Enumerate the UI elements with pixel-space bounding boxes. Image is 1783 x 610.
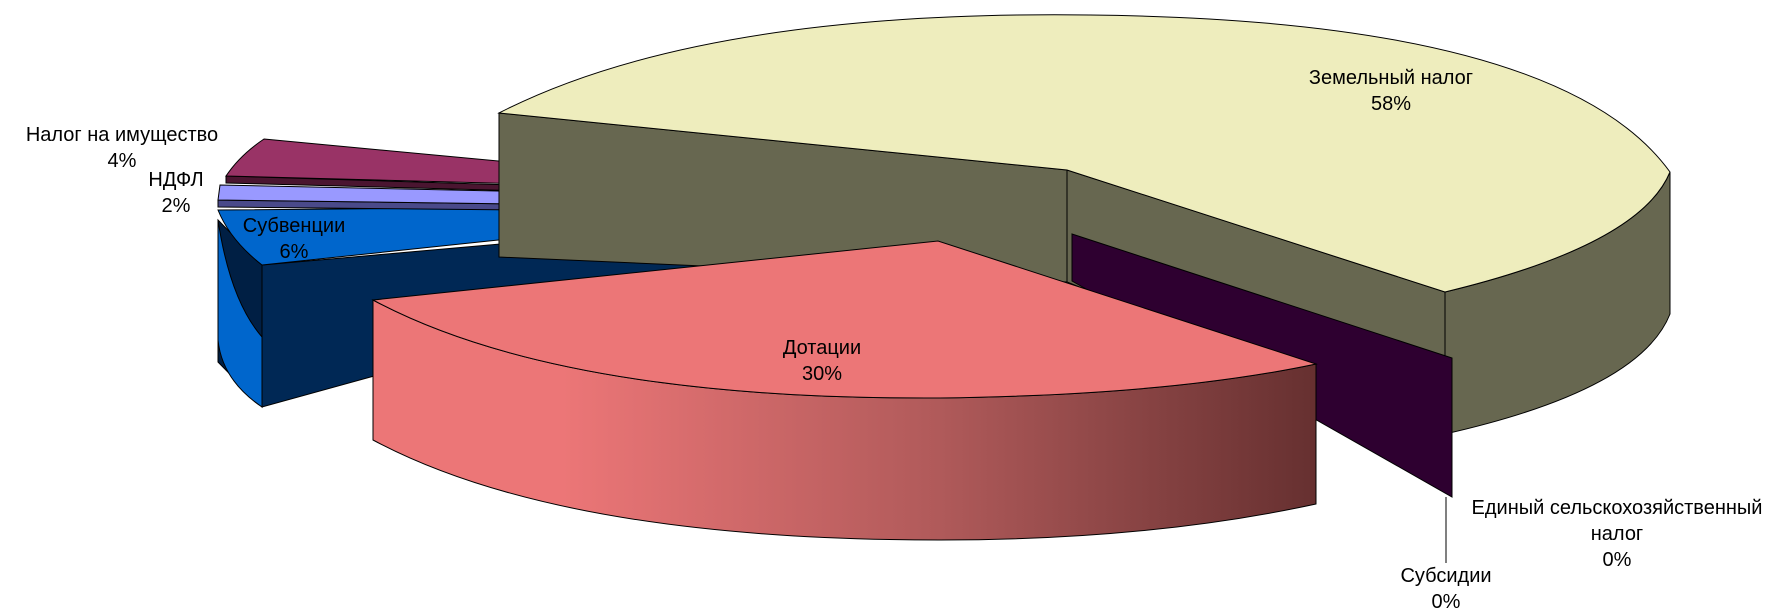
ndfl-label: НДФЛ [148,169,203,191]
slice-label-ndfl: НДФЛ 2% [148,169,203,217]
pie-slice-dotations [371,240,1318,541]
dotations-value: 30% [802,363,842,385]
slice-label-subsidies: Субсидии 0% [1400,565,1491,610]
slice-label-land-tax: Земельный налог 58% [1309,67,1473,115]
subventions-label: Субвенции [243,215,346,237]
dotations-label: Дотации [783,337,861,359]
dotations-top [371,240,1318,399]
slice-label-dotations: Дотации 30% [783,337,861,385]
unified-agri-tax-value: 0% [1603,549,1632,571]
subsidies-label: Субсидии [1400,565,1491,587]
slice-label-property-tax: Налог на имущество 4% [26,124,218,172]
land-tax-value: 58% [1371,93,1411,115]
unified-agri-tax-label-line2: налог [1591,523,1643,545]
slice-label-unified-agri-tax: Единый сельскохозяйственный налог 0% [1472,497,1763,571]
land-tax-label: Земельный налог [1309,67,1473,89]
subventions-value: 6% [280,241,309,263]
subsidies-value: 0% [1432,591,1461,610]
subventions-outer-wall [217,219,263,408]
property-tax-label: Налог на имущество [26,124,218,146]
land-tax-top [497,14,1671,293]
slice-label-subventions: Субвенции 6% [243,215,346,263]
property-tax-value: 4% [108,150,137,172]
unified-agri-tax-label-line1: Единый сельскохозяйственный [1472,497,1763,519]
ndfl-value: 2% [162,195,191,217]
